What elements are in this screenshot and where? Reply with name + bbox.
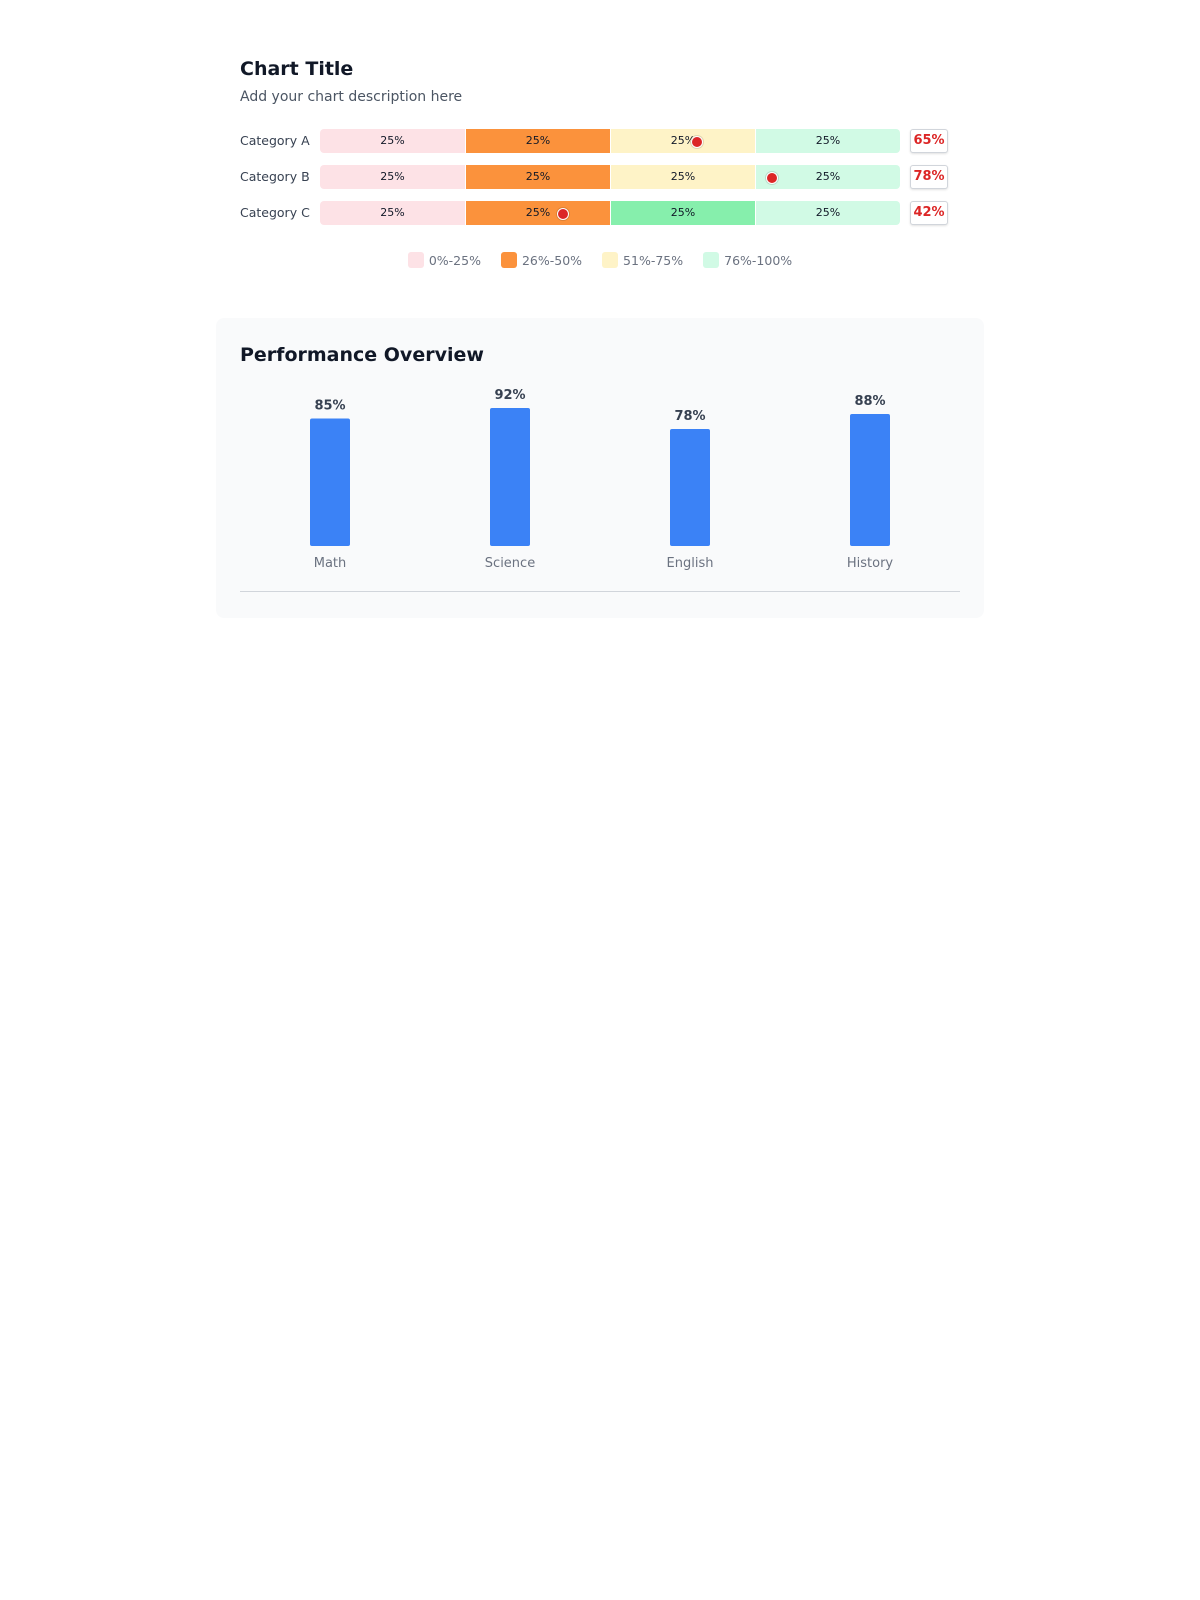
gauge-marker [690, 136, 703, 148]
gauge-segment: 25% [320, 165, 465, 189]
chart-title: Chart Title [240, 58, 354, 80]
score-badge: 42% [910, 201, 948, 225]
performance-card: Performance Overview 85% Math 92% Science 78… [216, 318, 984, 618]
chart-description: Add your chart description here [240, 89, 463, 105]
legend-label: 51%-75% [623, 253, 684, 268]
category-label: English [667, 556, 714, 571]
legend-swatch [407, 252, 424, 268]
row-label: Category A [240, 133, 310, 148]
gauge-segment: 25% [465, 129, 610, 153]
legend-item: 76%-100% [703, 252, 792, 268]
chart-legend: 0%-25% 26%-50% 51%-75% 76%-100% [216, 252, 984, 268]
gauge-segment: 25% [610, 129, 755, 153]
gauge-marker [765, 172, 778, 184]
category-label: Science [485, 556, 535, 571]
legend-item: 51%-75% [602, 252, 683, 268]
gauge-segment: 25% [320, 129, 465, 153]
bar-value-label: 85% [314, 399, 345, 414]
gauge-segment: 25% [465, 201, 610, 225]
row-label: Category B [240, 169, 310, 184]
gauge-track: 25% 25% 25% 25% [320, 201, 900, 225]
legend-item: 26%-50% [500, 252, 583, 268]
gauge-marker [557, 208, 570, 220]
legend-swatch [500, 252, 517, 268]
category-label: Math [314, 556, 347, 571]
bar-history [850, 414, 890, 546]
gauge-track: 25% 25% 25% 25% [320, 129, 900, 153]
gauge-segment: 25% [610, 165, 755, 189]
bar-english [670, 429, 710, 546]
bar-value-label: 88% [854, 394, 885, 409]
bar-value-label: 78% [674, 409, 705, 424]
category-label: History [847, 556, 894, 571]
legend-label: 0%-25% [428, 253, 481, 268]
legend-swatch [703, 252, 720, 268]
performance-bar-chart: 85% Math 92% Science 78% English 88% History [310, 388, 894, 571]
gauge-segment: 25% [755, 165, 900, 189]
performance-title: Performance Overview [240, 344, 484, 366]
gauge-row: Category B 25% 25% 25% 25% 78% [240, 165, 960, 189]
bar-science [490, 408, 530, 546]
legend-label: 76%-100% [724, 253, 793, 268]
score-badge: 78% [910, 165, 948, 189]
legend-item: 0%-25% [407, 252, 481, 268]
gauge-track: 25% 25% 25% 25% [320, 165, 900, 189]
bar-math [310, 418, 350, 546]
score-badge: 65% [910, 129, 948, 153]
legend-label: 26%-50% [521, 253, 583, 268]
chart-baseline [240, 591, 960, 592]
gauge-row: Category A 25% 25% 25% 25% 65% [240, 129, 960, 153]
gauge-segment: 25% [320, 201, 465, 225]
gauge-segment: 25% [755, 201, 900, 225]
gauge-segment: 25% [755, 129, 900, 153]
gauge-chart-card: Chart Title Add your chart description h… [216, 40, 984, 280]
gauge-segment: 25% [610, 201, 755, 225]
bar-value-label: 92% [494, 388, 525, 403]
row-label: Category C [240, 205, 310, 220]
gauge-segment: 25% [465, 165, 610, 189]
legend-swatch [602, 252, 619, 268]
gauge-row: Category C 25% 25% 25% 25% 42% [240, 201, 960, 225]
